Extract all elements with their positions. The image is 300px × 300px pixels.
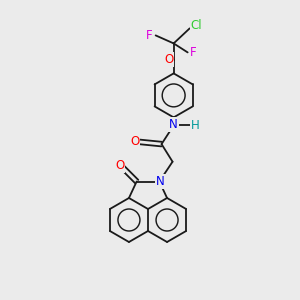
Text: N: N	[156, 175, 165, 188]
Text: F: F	[146, 29, 153, 42]
Text: O: O	[130, 135, 139, 148]
Text: H: H	[191, 119, 200, 132]
Text: F: F	[190, 46, 197, 59]
Text: Cl: Cl	[191, 19, 203, 32]
Text: N: N	[169, 118, 178, 131]
Text: O: O	[164, 53, 173, 66]
Text: O: O	[115, 159, 124, 172]
